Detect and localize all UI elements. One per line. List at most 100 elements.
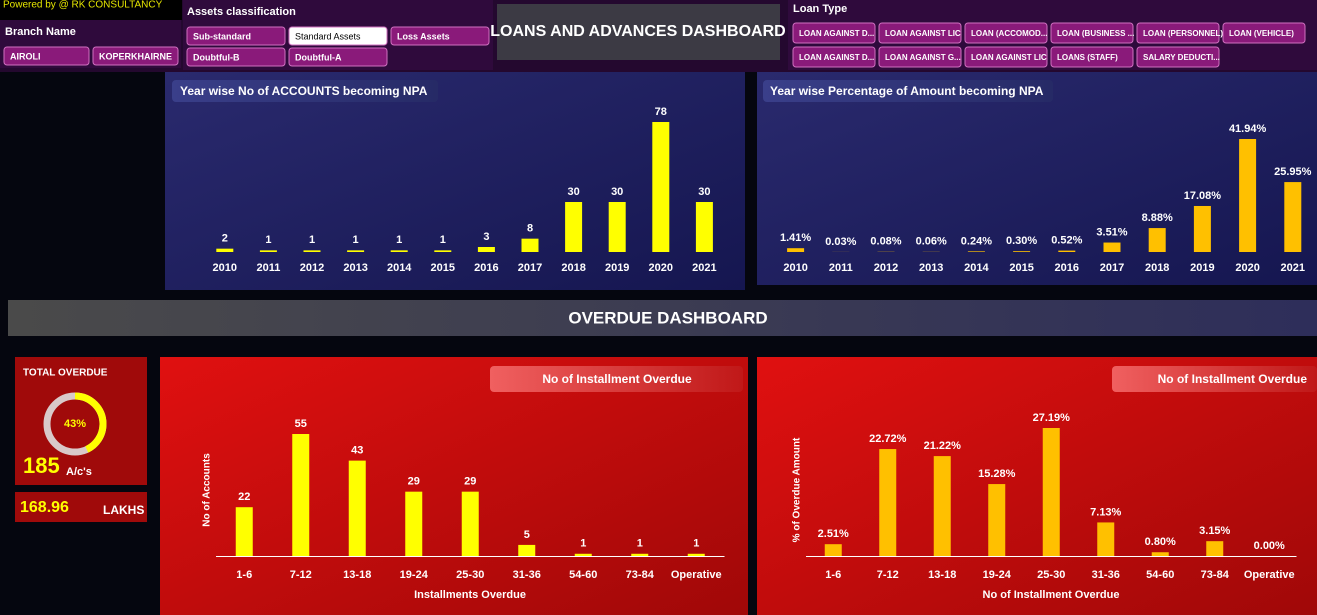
data-label: 1	[637, 538, 643, 550]
slicer-button[interactable]	[878, 22, 962, 44]
bar	[695, 202, 713, 252]
slicer-button[interactable]	[390, 26, 490, 46]
slicer-button-label[interactable]: LOAN (VEHICLE)	[1229, 29, 1294, 38]
bar	[216, 248, 234, 252]
kpi-panel	[15, 492, 147, 522]
slicer-button[interactable]	[1050, 22, 1134, 44]
x-tick-label: 2017	[1100, 262, 1124, 274]
slicer-button[interactable]	[1136, 46, 1220, 68]
slicer-button-label[interactable]: Loss Assets	[397, 31, 450, 41]
chart-title: Year wise Percentage of Amount becoming …	[770, 84, 1044, 98]
slicer-button-label[interactable]: LOAN AGAINST LIC	[971, 53, 1047, 62]
kpi-accounts: 185	[23, 453, 60, 478]
data-label: 0.24%	[961, 235, 992, 247]
x-axis-label: No of Installment Overdue	[983, 589, 1120, 601]
data-label: 21.22%	[924, 440, 962, 452]
slicer-button-label[interactable]: AIROLI	[10, 51, 41, 61]
bar	[477, 247, 495, 252]
bar	[608, 202, 626, 252]
data-label: 1	[440, 234, 446, 246]
x-tick-label: 54-60	[1146, 569, 1174, 581]
slicer-button[interactable]	[92, 46, 179, 66]
x-tick-label: 19-24	[983, 569, 1012, 581]
slicer-button[interactable]	[964, 46, 1048, 68]
slicer-button[interactable]	[792, 22, 876, 44]
bar	[1239, 139, 1257, 252]
slicer-button-label[interactable]: Doubtful-B	[193, 52, 240, 62]
slicer-button-label[interactable]: LOAN AGAINST D...	[799, 29, 874, 38]
slicer-button[interactable]	[1136, 22, 1220, 44]
data-label: 1	[353, 234, 359, 246]
bar	[1103, 242, 1121, 252]
bar	[235, 507, 253, 556]
kpi-accounts-unit: A/c's	[66, 466, 92, 478]
slicer-button[interactable]	[288, 26, 388, 46]
slicer-button[interactable]	[1050, 46, 1134, 68]
slicer-button-label[interactable]: LOAN AGAINST LIC	[885, 29, 961, 38]
slicer-button[interactable]	[186, 47, 286, 67]
section-band	[8, 300, 1317, 336]
bar	[1193, 205, 1211, 252]
x-tick-label: Operative	[671, 569, 722, 581]
x-axis-label: Installments Overdue	[414, 589, 526, 601]
slicer-button-label[interactable]: LOAN (BUSINESS ...	[1057, 29, 1134, 38]
kpi-panel	[15, 357, 147, 485]
bar	[1206, 541, 1224, 556]
slicer-button[interactable]	[186, 26, 286, 46]
bar	[1042, 428, 1060, 556]
kpi-amount-unit: LAKHS	[103, 503, 144, 517]
bar	[933, 456, 951, 556]
x-tick-label: 7-12	[877, 569, 899, 581]
data-label: 3	[483, 231, 489, 243]
slicer-button[interactable]	[3, 46, 90, 66]
x-tick-label: 2015	[431, 262, 455, 274]
kpi-amount: 168.96	[20, 499, 69, 516]
x-tick-label: 2016	[1055, 262, 1079, 274]
slicer-button-label[interactable]: LOANS (STAFF)	[1057, 53, 1118, 62]
slicer-button[interactable]	[792, 46, 876, 68]
bar	[292, 434, 310, 556]
x-tick-label: 2014	[964, 262, 989, 274]
x-tick-label: 2016	[474, 262, 498, 274]
data-label: 17.08%	[1184, 190, 1222, 202]
slicer-button[interactable]	[1222, 22, 1306, 44]
kpi-title: TOTAL OVERDUE	[23, 368, 108, 379]
slicer-button[interactable]	[878, 46, 962, 68]
slicer-button-label[interactable]: KOPERKHAIRNE	[99, 51, 172, 61]
bar	[1013, 251, 1031, 252]
slicer-button-label[interactable]: LOAN (ACCOMOD...	[971, 29, 1047, 38]
slicer-button-label[interactable]: Sub-standard	[193, 31, 251, 41]
x-tick-label: 2011	[829, 262, 853, 274]
data-label: 1	[309, 234, 315, 246]
bar	[967, 251, 985, 252]
data-label: 2	[222, 233, 228, 245]
slicer-title: Assets classification	[187, 6, 296, 18]
x-tick-label: 13-18	[928, 569, 956, 581]
data-label: 7.13%	[1090, 506, 1121, 518]
bar	[1097, 522, 1115, 556]
slicer-button[interactable]	[288, 47, 388, 67]
slicer-button-label[interactable]: LOAN (PERSONNEL)	[1143, 29, 1223, 38]
x-tick-label: 2010	[783, 262, 807, 274]
bar	[652, 122, 670, 252]
slicer-button-label[interactable]: LOAN AGAINST G...	[885, 53, 961, 62]
x-tick-label: 2014	[387, 262, 412, 274]
data-label: 30	[698, 186, 710, 198]
slicer-title: Branch Name	[5, 26, 76, 38]
data-label: 0.08%	[870, 236, 901, 248]
x-tick-label: 2010	[213, 262, 237, 274]
slicer-button-label[interactable]: Doubtful-A	[295, 52, 342, 62]
x-tick-label: 2021	[692, 262, 716, 274]
slicer-button-label[interactable]: LOAN AGAINST D...	[799, 53, 874, 62]
slicer-button-label[interactable]: SALARY DEDUCTI...	[1143, 53, 1220, 62]
slicer-button[interactable]	[964, 22, 1048, 44]
data-label: 2.51%	[818, 528, 849, 540]
slicer-button-label[interactable]: Standard Assets	[295, 31, 361, 41]
bar	[434, 250, 452, 252]
data-label: 27.19%	[1033, 412, 1071, 424]
data-label: 41.94%	[1229, 123, 1267, 135]
bar	[574, 553, 592, 556]
data-label: 0.00%	[1254, 540, 1285, 552]
data-label: 30	[611, 186, 623, 198]
bar	[348, 460, 366, 556]
